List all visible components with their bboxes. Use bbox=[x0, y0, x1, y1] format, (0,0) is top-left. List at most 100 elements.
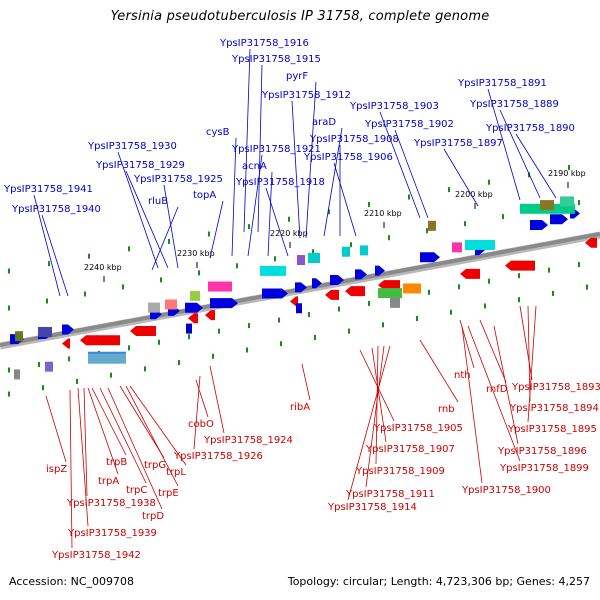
gene-label-top[interactable]: YpsIP31758_1941 bbox=[3, 184, 93, 195]
gene-label-bottom[interactable]: cobO bbox=[188, 419, 214, 430]
gene-feature-box[interactable] bbox=[296, 303, 302, 314]
gene-label-bottom[interactable]: YpsIP31758_1900 bbox=[461, 485, 551, 496]
gene-label-bottom[interactable]: YpsIP31758_1907 bbox=[365, 444, 455, 455]
gene-label-top[interactable]: YpsIP31758_1915 bbox=[231, 54, 321, 65]
gene-arrow[interactable] bbox=[530, 219, 548, 230]
gene-label-bottom[interactable]: rnfD bbox=[486, 384, 508, 395]
gene-feature-box[interactable] bbox=[38, 326, 52, 337]
gene-label-bottom[interactable]: ribA bbox=[290, 402, 310, 413]
gene-arrow[interactable] bbox=[210, 298, 238, 309]
gene-label-top[interactable]: YpsIP31758_1897 bbox=[413, 138, 503, 149]
gene-feature-box[interactable] bbox=[360, 245, 368, 256]
gene-feature-box[interactable] bbox=[260, 265, 286, 276]
gene-label-top[interactable]: YpsIP31758_1912 bbox=[261, 90, 351, 101]
gene-arrow[interactable] bbox=[345, 286, 365, 297]
gene-label-top[interactable]: YpsIP31758_1908 bbox=[309, 134, 399, 145]
gene-feature-box[interactable] bbox=[45, 361, 53, 372]
gene-arrow[interactable] bbox=[325, 289, 339, 300]
gene-label-bottom[interactable]: YpsIP31758_1938 bbox=[66, 498, 156, 509]
gene-arrow[interactable] bbox=[330, 274, 344, 285]
gene-label-bottom[interactable]: YpsIP31758_1895 bbox=[507, 424, 597, 435]
gene-label-top[interactable]: YpsIP31758_1903 bbox=[349, 101, 439, 112]
gene-label-top[interactable]: YpsIP31758_1906 bbox=[303, 152, 393, 163]
gene-label-bottom[interactable]: trpB bbox=[106, 457, 127, 468]
gene-arrow[interactable] bbox=[295, 282, 307, 293]
gene-label-top[interactable]: YpsIP31758_1890 bbox=[485, 123, 575, 134]
gene-label-top[interactable]: YpsIP31758_1918 bbox=[235, 177, 325, 188]
gene-label-bottom[interactable]: YpsIP31758_1911 bbox=[345, 489, 435, 500]
gene-arrow[interactable] bbox=[185, 302, 203, 313]
gene-label-top[interactable]: cysB bbox=[206, 127, 230, 138]
gene-arrow[interactable] bbox=[550, 214, 568, 225]
gene-label-bottom[interactable]: trpE bbox=[158, 488, 179, 499]
gene-label-bottom[interactable]: YpsIP31758_1914 bbox=[327, 502, 417, 513]
gene-feature-box[interactable] bbox=[403, 283, 421, 294]
gene-arrow[interactable] bbox=[62, 338, 70, 349]
gene-label-bottom[interactable]: nth bbox=[454, 370, 471, 381]
gene-label-bottom[interactable]: trpC bbox=[126, 485, 147, 496]
gene-feature-box[interactable] bbox=[15, 331, 23, 342]
gene-arrow[interactable] bbox=[460, 268, 480, 279]
gene-label-top[interactable]: YpsIP31758_1930 bbox=[87, 141, 177, 152]
gene-label-bottom[interactable]: YpsIP31758_1909 bbox=[355, 466, 445, 477]
gene-label-top[interactable]: topA bbox=[193, 190, 216, 201]
gene-feature-box[interactable] bbox=[186, 323, 192, 334]
gene-label-top[interactable]: YpsIP31758_1889 bbox=[469, 99, 559, 110]
gene-feature-box[interactable] bbox=[297, 255, 305, 266]
gene-feature-box[interactable] bbox=[148, 302, 160, 313]
gene-arrow[interactable] bbox=[312, 278, 322, 289]
gene-label-top[interactable]: araD bbox=[312, 117, 336, 128]
gene-feature-box[interactable] bbox=[560, 196, 574, 207]
gene-label-top[interactable]: pyrF bbox=[286, 71, 308, 82]
gene-label-top[interactable]: acnA bbox=[242, 161, 267, 172]
gene-arrow[interactable] bbox=[585, 237, 597, 248]
gene-feature-box[interactable] bbox=[190, 290, 200, 301]
gene-label-bottom[interactable]: YpsIP31758_1905 bbox=[373, 423, 463, 434]
gene-label-bottom[interactable]: trpG bbox=[144, 460, 166, 471]
gene-label-bottom[interactable]: ispZ bbox=[46, 464, 67, 475]
gene-label-top[interactable]: YpsIP31758_1916 bbox=[219, 38, 309, 49]
gene-arrow[interactable] bbox=[505, 260, 535, 271]
gene-label-top[interactable]: YpsIP31758_1929 bbox=[95, 160, 185, 171]
gene-label-bottom[interactable]: YpsIP31758_1896 bbox=[497, 446, 587, 457]
gene-feature-box[interactable] bbox=[308, 253, 320, 264]
gene-feature-box[interactable] bbox=[88, 353, 126, 364]
gene-label-top[interactable]: YpsIP31758_1891 bbox=[457, 78, 547, 89]
gene-label-bottom[interactable]: trpD bbox=[142, 511, 164, 522]
gene-feature-box[interactable] bbox=[452, 242, 462, 253]
gene-label-bottom[interactable]: YpsIP31758_1939 bbox=[67, 528, 157, 539]
gene-feature-box[interactable] bbox=[465, 239, 495, 250]
gene-label-bottom[interactable]: YpsIP31758_1894 bbox=[509, 403, 599, 414]
gene-arrow[interactable] bbox=[262, 288, 288, 299]
gene-label-top[interactable]: YpsIP31758_1921 bbox=[231, 144, 321, 155]
gene-label-bottom[interactable]: YpsIP31758_1893 bbox=[511, 382, 600, 393]
gene-arrow[interactable] bbox=[375, 265, 385, 276]
gene-arrow[interactable] bbox=[378, 280, 400, 291]
gene-feature-box[interactable] bbox=[342, 246, 350, 257]
gene-label-bottom[interactable]: YpsIP31758_1924 bbox=[203, 435, 293, 446]
gene-feature-box[interactable] bbox=[378, 288, 402, 299]
gene-label-top[interactable]: YpsIP31758_1940 bbox=[11, 204, 101, 215]
gene-label-top[interactable]: YpsIP31758_1925 bbox=[133, 174, 223, 185]
gene-label-bottom[interactable]: YpsIP31758_1899 bbox=[499, 463, 589, 474]
gene-arrow[interactable] bbox=[205, 310, 215, 321]
gene-arrow[interactable] bbox=[130, 325, 156, 336]
gene-arrow[interactable] bbox=[62, 324, 74, 335]
gene-arrow[interactable] bbox=[188, 313, 198, 324]
gene-arrow[interactable] bbox=[420, 252, 440, 263]
gene-label-bottom[interactable]: YpsIP31758_1942 bbox=[51, 550, 141, 561]
gene-feature-box[interactable] bbox=[208, 281, 232, 292]
gene-label-top[interactable]: YpsIP31758_1902 bbox=[364, 119, 454, 130]
gene-feature-box[interactable] bbox=[390, 297, 400, 308]
gene-label-bottom[interactable]: rnb bbox=[438, 404, 455, 415]
gene-feature-box[interactable] bbox=[165, 299, 177, 310]
gene-arrow[interactable] bbox=[80, 335, 120, 346]
gene-feature-box[interactable] bbox=[428, 220, 436, 231]
gene-feature-box[interactable] bbox=[540, 200, 554, 211]
gene-label-bottom[interactable]: trpL bbox=[166, 467, 186, 478]
gene-label-top[interactable]: rluB bbox=[148, 196, 168, 207]
gene-feature-box[interactable] bbox=[14, 369, 20, 380]
gene-label-bottom[interactable]: trpA bbox=[98, 476, 119, 487]
gene-label-bottom[interactable]: YpsIP31758_1926 bbox=[173, 451, 263, 462]
